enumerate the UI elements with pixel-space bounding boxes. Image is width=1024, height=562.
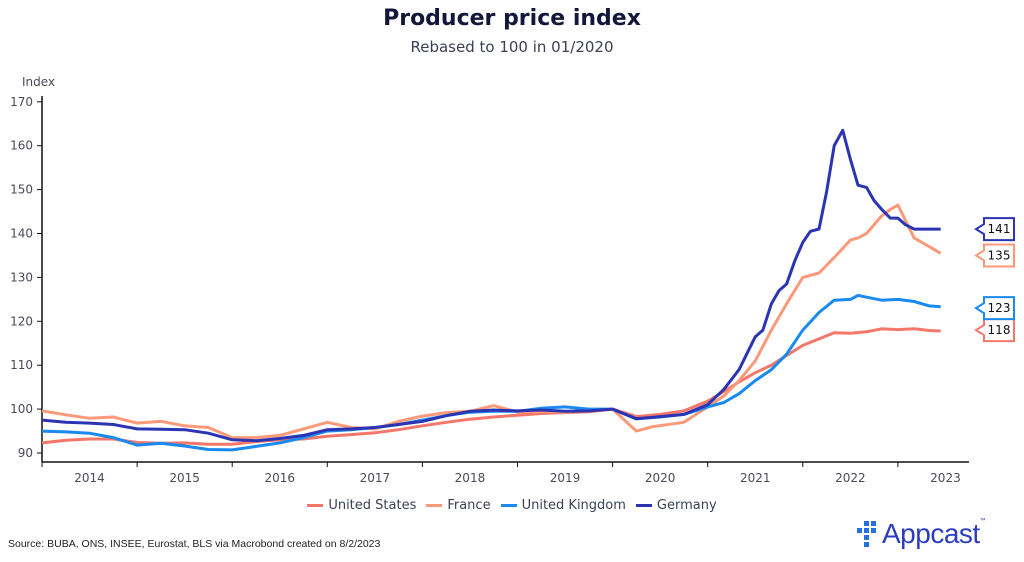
series-line-united-states [41,327,941,446]
end-labels: 118 135 123 141 [974,217,1015,343]
x-tick-label: 2017 [360,471,391,485]
end-label-united-states: 118 [974,318,1015,343]
x-tick-label: 2016 [264,471,295,485]
logo-wordmark: Appcast [882,518,980,549]
x-tick-label: 2021 [740,471,771,485]
x-tick-label: 2014 [74,471,105,485]
legend-swatch [635,504,652,507]
y-tick-label: 110 [10,358,33,372]
end-label-box [974,296,1015,321]
y-axis-label: Index [22,75,55,89]
legend-label: United Kingdom [521,498,626,513]
legend-label: France [447,498,491,513]
logo-dots-icon [857,521,876,547]
x-tick-label: 2018 [455,471,486,485]
y-axis: 90 100 110 120 130 140 150 160 170 [10,95,43,462]
end-label-box [974,243,1015,268]
source-note: Source: BUBA, ONS, INSEE, Eurostat, BLS … [8,538,381,550]
end-label-box [974,318,1015,343]
end-label-value: 118 [988,323,1011,337]
chart-title: Producer price index [383,6,641,31]
legend-item-germany[interactable]: Germany [635,498,717,513]
x-tick-label: 2022 [835,471,866,485]
x-tick-label: 2020 [645,471,676,485]
legend-swatch [426,504,443,507]
x-axis: 2014 2015 2016 2017 2018 2019 2020 2021 2022 2023 [41,461,969,485]
y-tick-label: 130 [10,270,33,284]
legend-label: United States [328,498,417,513]
trademark: ™ [979,518,986,524]
y-tick-label: 140 [10,227,33,241]
series-line-germany [41,128,941,443]
chart-subtitle: Rebased to 100 in 01/2020 [410,38,614,56]
legend-swatch [307,504,324,507]
x-tick-label: 2019 [550,471,581,485]
x-tick-label: 2023 [930,471,961,485]
x-tick-label: 2015 [169,471,200,485]
legend-item-united-states[interactable]: United States [307,498,416,513]
legend-swatch [500,504,517,507]
logo-text: Appcast™ [882,518,986,550]
y-tick-label: 160 [10,139,33,153]
end-label-box [974,217,1015,242]
series-lines [41,128,942,452]
y-tick-label: 170 [10,95,33,109]
y-tick-label: 150 [10,183,33,197]
y-tick-label: 100 [10,402,33,416]
series-line-united-kingdom [41,293,941,452]
legend-item-united-kingdom[interactable]: United Kingdom [500,498,626,513]
y-tick-label: 90 [18,446,33,460]
legend: United States France United Kingdom Germ… [0,498,1024,513]
legend-item-france[interactable]: France [426,498,491,513]
appcast-logo: Appcast™ [857,518,986,550]
legend-label: Germany [656,498,717,513]
end-label-value: 135 [988,248,1011,262]
end-label-value: 123 [988,301,1011,315]
end-label-france: 135 [974,243,1015,268]
end-label-value: 141 [988,222,1011,236]
end-label-united-kingdom: 123 [974,296,1015,321]
end-label-germany: 141 [974,217,1015,242]
y-tick-label: 120 [10,314,33,328]
